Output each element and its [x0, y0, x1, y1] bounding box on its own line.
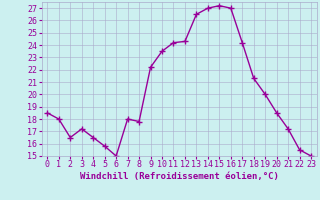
X-axis label: Windchill (Refroidissement éolien,°C): Windchill (Refroidissement éolien,°C)	[80, 172, 279, 181]
